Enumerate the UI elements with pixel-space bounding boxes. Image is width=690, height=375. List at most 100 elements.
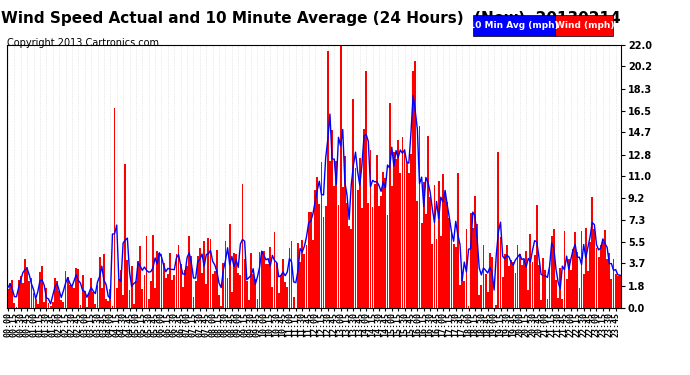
Bar (14, 303, 15, 307)
Bar (408, 173, 410, 308)
Bar (263, 251, 265, 308)
Bar (464, 281, 465, 308)
Bar (611, 279, 612, 308)
Bar (363, 129, 365, 308)
Bar (253, 274, 254, 308)
Bar (455, 247, 457, 308)
Bar (69, 285, 70, 308)
Bar (126, 260, 128, 308)
Bar (508, 266, 510, 308)
Bar (173, 275, 175, 308)
Bar (112, 306, 113, 308)
Bar (431, 244, 433, 308)
Bar (598, 257, 600, 307)
Bar (50, 306, 52, 308)
Bar (141, 290, 144, 308)
Bar (367, 204, 369, 308)
Bar (216, 250, 218, 308)
Bar (46, 288, 47, 308)
Bar (587, 272, 589, 308)
Bar (204, 241, 205, 308)
Bar (589, 242, 591, 308)
Bar (346, 203, 348, 308)
Bar (593, 229, 595, 308)
Bar (474, 196, 476, 308)
Bar (459, 285, 461, 308)
Bar (337, 206, 339, 308)
Bar (210, 239, 211, 308)
Bar (404, 150, 406, 308)
Bar (372, 207, 373, 308)
Bar (241, 184, 244, 308)
Bar (26, 267, 28, 308)
Bar (448, 218, 451, 308)
Bar (600, 244, 602, 308)
Bar (107, 301, 109, 307)
Bar (163, 263, 164, 308)
Bar (237, 273, 239, 308)
Bar (231, 292, 233, 308)
Bar (152, 235, 154, 308)
Bar (551, 236, 553, 308)
Bar (122, 296, 124, 307)
Bar (410, 154, 412, 308)
Bar (190, 256, 193, 308)
Bar (613, 259, 614, 308)
Bar (24, 259, 26, 308)
Bar (329, 161, 331, 308)
Bar (602, 242, 604, 308)
Bar (348, 226, 350, 308)
Bar (506, 245, 508, 308)
Bar (442, 174, 444, 308)
Bar (519, 254, 521, 308)
Bar (531, 262, 533, 308)
Bar (188, 237, 190, 308)
Bar (440, 236, 442, 308)
Bar (90, 278, 92, 308)
Bar (388, 103, 391, 308)
Bar (523, 260, 525, 308)
Bar (208, 238, 209, 308)
Bar (227, 278, 228, 308)
Bar (135, 280, 137, 308)
Bar (521, 265, 523, 308)
Bar (314, 190, 316, 308)
Bar (137, 261, 139, 308)
Bar (229, 224, 230, 308)
Bar (7, 290, 9, 308)
Bar (58, 291, 60, 308)
Bar (478, 295, 480, 307)
Bar (384, 177, 386, 308)
Bar (335, 161, 337, 308)
Bar (429, 196, 431, 308)
Bar (79, 304, 81, 307)
Bar (304, 254, 305, 308)
Bar (536, 206, 538, 308)
Bar (20, 276, 21, 308)
Bar (487, 292, 489, 308)
Bar (444, 195, 446, 308)
Bar (32, 293, 34, 308)
Bar (41, 266, 43, 308)
Bar (284, 282, 286, 308)
Bar (327, 51, 328, 308)
Bar (500, 237, 502, 308)
Bar (380, 196, 382, 308)
Bar (161, 255, 162, 308)
Bar (497, 153, 500, 308)
Bar (423, 182, 424, 308)
Bar (382, 172, 384, 308)
Bar (495, 306, 497, 308)
Bar (165, 278, 167, 308)
Bar (333, 186, 335, 308)
Bar (37, 304, 39, 307)
Bar (246, 281, 248, 308)
Bar (290, 242, 293, 308)
Bar (197, 256, 199, 307)
Bar (293, 297, 295, 307)
Bar (427, 136, 429, 308)
Bar (406, 162, 408, 308)
Bar (71, 287, 73, 308)
Bar (34, 299, 37, 307)
Bar (67, 278, 68, 308)
